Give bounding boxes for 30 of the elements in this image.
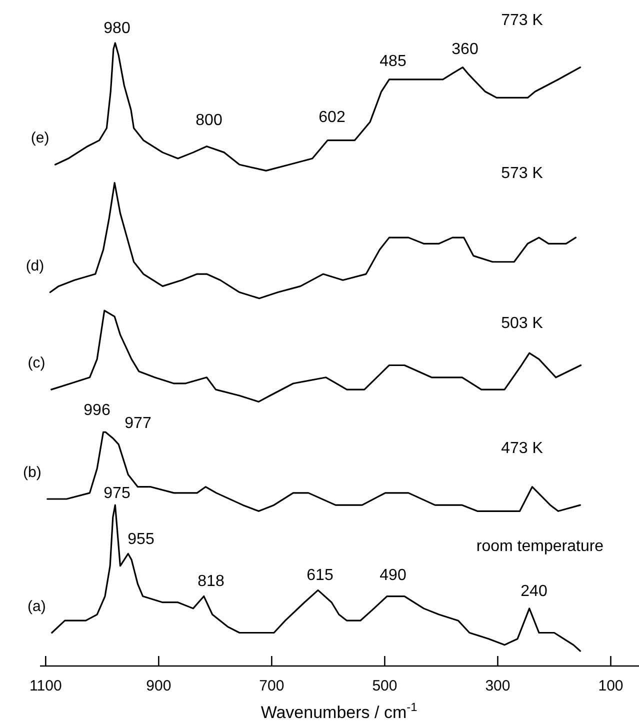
series-label: (c) (28, 354, 46, 372)
annotation: 975 (104, 485, 130, 502)
annotation: 485 (380, 53, 406, 70)
annotation: 818 (198, 573, 224, 590)
x-tick-label: 100 (598, 678, 624, 694)
text: 980 (104, 20, 130, 37)
annotation: 503 K (501, 315, 544, 332)
series-label: (a) (28, 598, 46, 615)
annotation: 615 (306, 567, 334, 584)
annotation: 955 (128, 531, 154, 548)
annotation: 602 (318, 109, 346, 126)
x-tick-label: 500 (372, 678, 398, 694)
series-label: (e) (30, 130, 50, 147)
x-tick-label: 300 (485, 678, 510, 694)
annotation: 996 (84, 402, 110, 419)
annotation: 240 (520, 583, 548, 600)
annotation: 800 (196, 112, 222, 129)
x-axis-title: Wavenumbers / cm$^{-1}$ (260, 700, 418, 722)
x-tick-label: 1100 (30, 678, 62, 694)
annotation: 473 K (501, 440, 544, 457)
series-label: (b) (23, 464, 42, 481)
annotation: 360 (452, 41, 478, 58)
x-tick-label: 700 (259, 678, 284, 694)
series-label: (d) (26, 257, 44, 274)
x-tick-label: 900 (146, 678, 172, 694)
text: 773 K (501, 12, 544, 29)
annotation: room temperature (476, 538, 604, 555)
annotation: 573 K (501, 165, 544, 182)
annotation: 490 (380, 567, 406, 584)
annotation: 977 (124, 415, 152, 432)
